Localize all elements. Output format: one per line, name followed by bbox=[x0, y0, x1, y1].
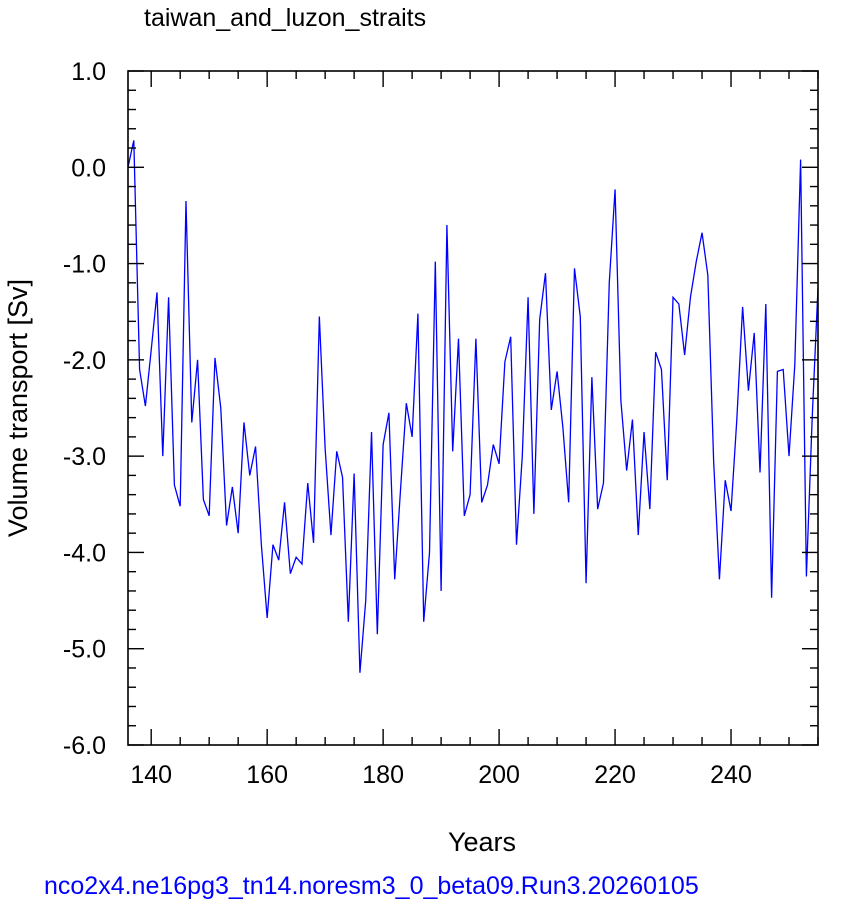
y-tick-label: -3.0 bbox=[63, 443, 106, 471]
y-tick-label: -6.0 bbox=[63, 732, 106, 760]
y-tick-label: 1.0 bbox=[71, 58, 106, 86]
x-axis-label: Years bbox=[448, 827, 516, 857]
footer-run-id: nco2x4.ne16pg3_tn14.noresm3_0_beta09.Run… bbox=[44, 872, 699, 900]
plot-frame bbox=[127, 70, 819, 746]
y-axis-label: Volume transport [Sv] bbox=[3, 279, 33, 537]
y-tick-label: 0.0 bbox=[71, 154, 106, 182]
series-line bbox=[127, 140, 819, 673]
x-tick-label: 240 bbox=[710, 761, 752, 789]
chart-ticks: 140 160 180 200 220 240 1.0 0.0 -1.0 -2.0 -3.0 -4.0… bbox=[63, 58, 819, 789]
x-tick-label: 200 bbox=[478, 761, 520, 789]
chart-title: taiwan_and_luzon_straits bbox=[144, 4, 427, 32]
chart-data-layer bbox=[127, 140, 819, 673]
y-tick-label: -4.0 bbox=[63, 539, 106, 567]
x-tick-label: 220 bbox=[594, 761, 636, 789]
y-tick-label: -2.0 bbox=[63, 347, 106, 375]
y-tick-label: -5.0 bbox=[63, 636, 106, 664]
x-tick-label: 160 bbox=[246, 761, 288, 789]
x-tick-label: 140 bbox=[130, 761, 172, 789]
y-tick-label: -1.0 bbox=[63, 251, 106, 279]
x-tick-label: 180 bbox=[362, 761, 404, 789]
